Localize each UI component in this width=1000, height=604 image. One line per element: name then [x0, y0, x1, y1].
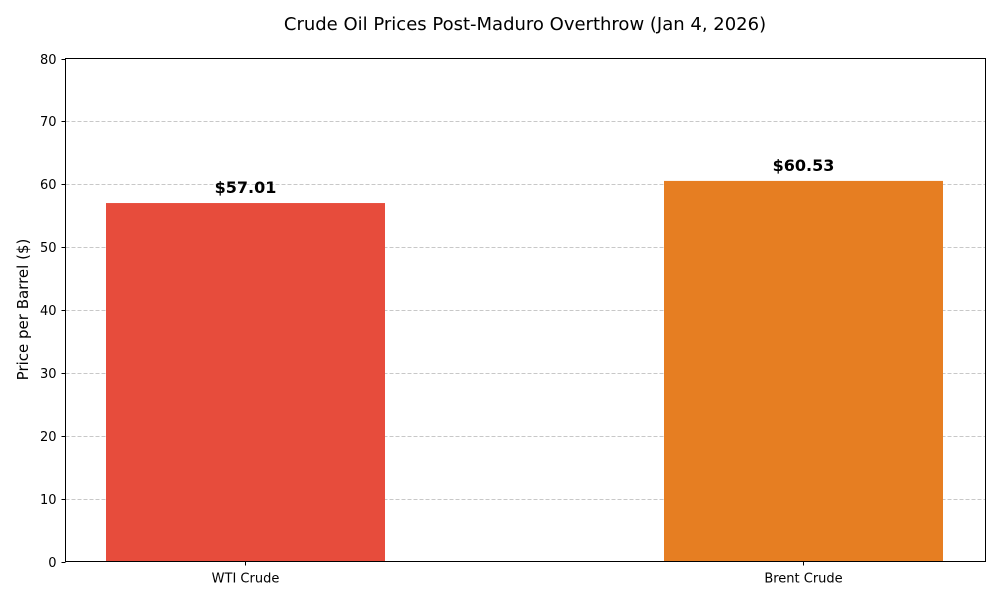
y-ticks: 0 10 20 30 40 50 60 70 80: [40, 53, 66, 571]
y-tick-label: 20: [40, 430, 57, 445]
x-ticks: WTI Crude Brent Crude: [212, 561, 843, 587]
y-tick-label: 10: [40, 493, 57, 508]
y-tick-label: 40: [40, 304, 57, 319]
x-tick-label: Brent Crude: [764, 572, 842, 587]
x-tick-label: WTI Crude: [212, 572, 280, 587]
data-label: $60.53: [773, 156, 835, 175]
chart-title: Crude Oil Prices Post-Maduro Overthrow (…: [284, 14, 766, 35]
y-tick-label: 80: [40, 53, 57, 68]
data-label: $57.01: [215, 178, 277, 197]
bar-wti-crude: [106, 203, 385, 562]
bar-brent-crude: [664, 180, 943, 562]
y-tick-label: 30: [40, 367, 57, 382]
y-tick-label: 70: [40, 115, 57, 130]
y-tick-label: 50: [40, 241, 57, 256]
y-tick-label: 0: [48, 556, 56, 571]
y-tick-label: 60: [40, 178, 57, 193]
bars: $57.01 $60.53: [106, 156, 943, 562]
y-axis-label: Price per Barrel ($): [14, 239, 32, 381]
